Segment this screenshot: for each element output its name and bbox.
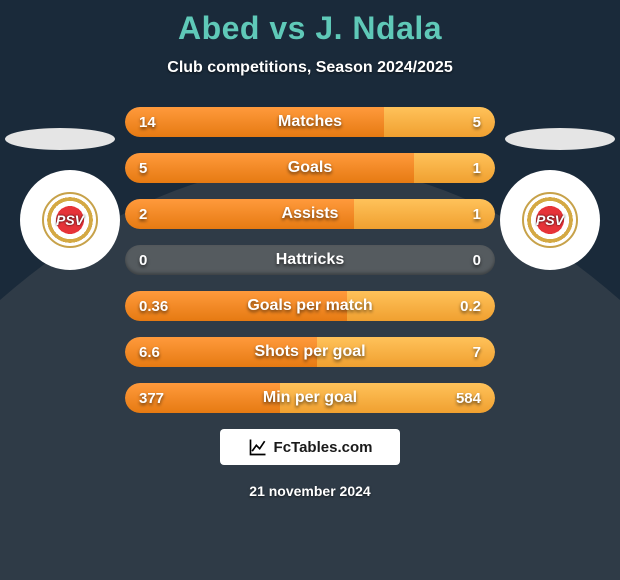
brand-text: FcTables.com	[274, 439, 373, 456]
stat-row: 377584Min per goal	[125, 383, 495, 413]
stat-row: 00Hattricks	[125, 245, 495, 275]
stat-label: Goals	[125, 153, 495, 183]
stat-label: Goals per match	[125, 291, 495, 321]
stat-row: 51Goals	[125, 153, 495, 183]
stat-row: 6.67Shots per goal	[125, 337, 495, 367]
club-badge-right: PSV	[500, 170, 600, 270]
club-crest-right: PSV	[522, 192, 578, 248]
brand-badge: FcTables.com	[220, 429, 400, 465]
club-crest-left: PSV	[42, 192, 98, 248]
stat-label: Assists	[125, 199, 495, 229]
chart-icon	[248, 437, 268, 457]
stat-label: Matches	[125, 107, 495, 137]
stat-row: 145Matches	[125, 107, 495, 137]
club-badge-left: PSV	[20, 170, 120, 270]
footer-date: 21 november 2024	[0, 483, 620, 499]
player-shadow-left	[5, 128, 115, 150]
stat-label: Min per goal	[125, 383, 495, 413]
player-shadow-right	[505, 128, 615, 150]
stat-row: 21Assists	[125, 199, 495, 229]
comparison-subtitle: Club competitions, Season 2024/2025	[0, 59, 620, 77]
stat-row: 0.360.2Goals per match	[125, 291, 495, 321]
stat-label: Hattricks	[125, 245, 495, 275]
stat-label: Shots per goal	[125, 337, 495, 367]
comparison-bars: 145Matches 51Goals 21Assists 00Hattricks 0.3…	[125, 107, 495, 413]
comparison-title: Abed vs J. Ndala	[0, 0, 620, 47]
